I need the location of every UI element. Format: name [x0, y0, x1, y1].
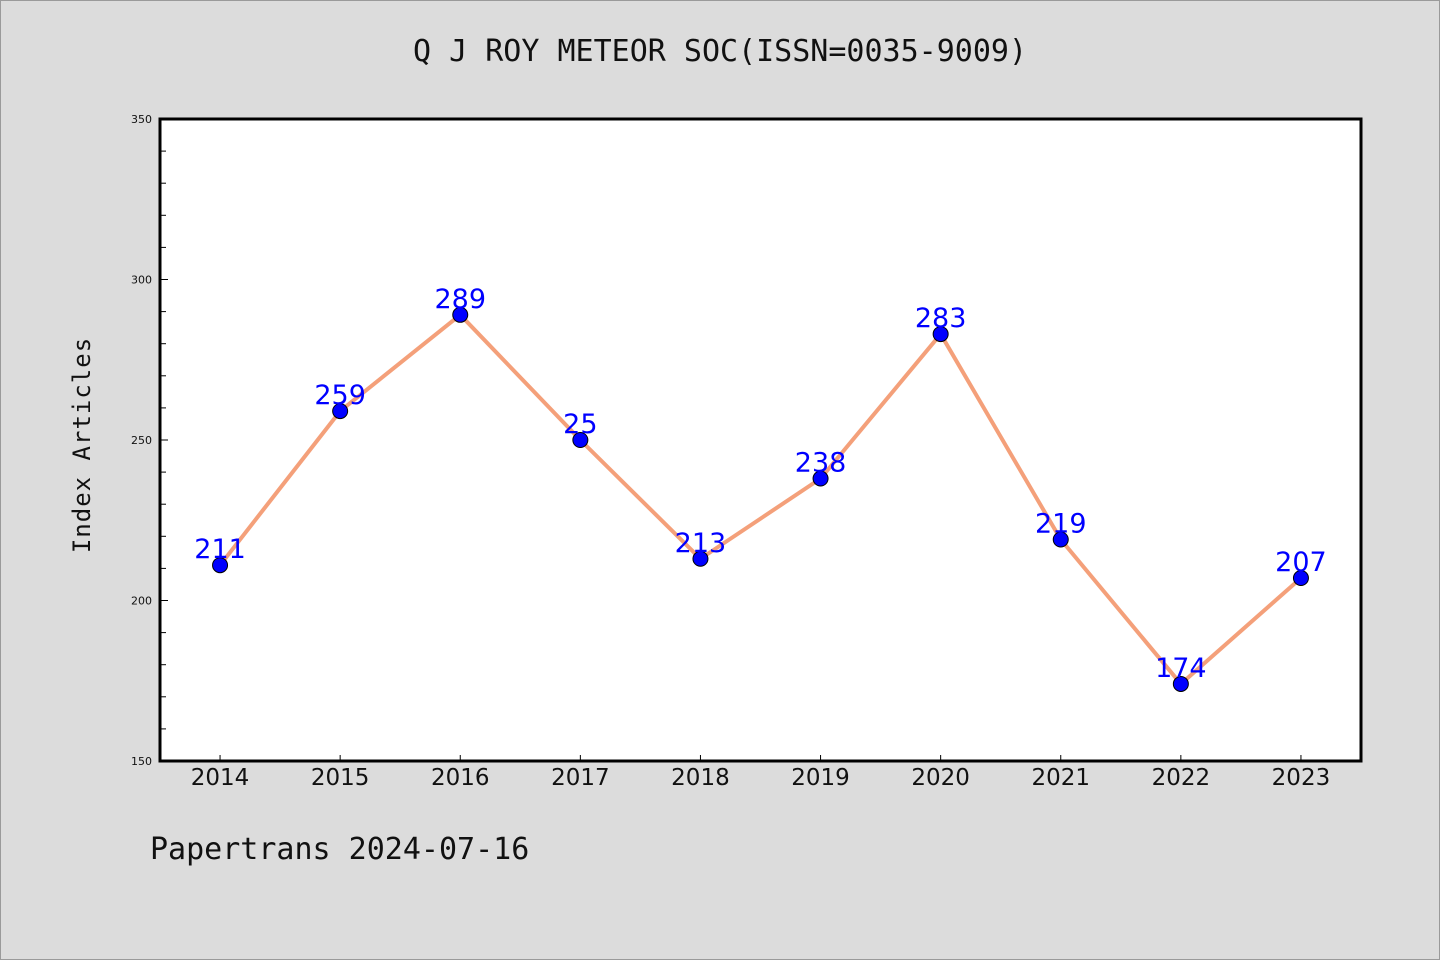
data-label: 238	[795, 448, 847, 479]
y-tick-label: 350	[131, 113, 152, 126]
data-point	[1052, 531, 1069, 548]
x-tick-label: 2018	[671, 765, 730, 791]
data-point	[1292, 570, 1309, 587]
x-tick-label: 2015	[311, 765, 370, 791]
plot-frame	[158, 117, 1363, 763]
y-tick-label: 200	[131, 595, 152, 608]
series-line	[218, 312, 1303, 686]
data-point	[332, 403, 349, 420]
data-label: 211	[194, 534, 246, 565]
data-label: 289	[434, 284, 486, 315]
data-label: 213	[675, 528, 727, 559]
footer-credit: Papertrans 2024-07-16	[150, 832, 530, 867]
x-tick-label: 2019	[791, 765, 850, 791]
x-tick-label: 2014	[191, 765, 250, 791]
data-point	[212, 557, 229, 574]
data-point	[1172, 675, 1189, 692]
data-point	[932, 326, 949, 343]
y-tick-label: 300	[131, 274, 152, 287]
y-tick-label: 250	[131, 434, 152, 447]
x-tick-label: 2020	[911, 765, 970, 791]
data-point	[812, 470, 829, 487]
x-tick-label: 2023	[1272, 765, 1331, 791]
data-label: 174	[1155, 653, 1207, 684]
x-tick-label: 2021	[1031, 765, 1090, 791]
y-tick-label: 150	[131, 755, 152, 768]
data-point	[572, 432, 589, 448]
data-point	[452, 306, 469, 323]
data-label: 283	[915, 303, 967, 334]
data-label: 25	[563, 409, 597, 440]
x-tick-label: 2017	[551, 765, 610, 791]
data-point	[692, 550, 709, 567]
data-label: 207	[1275, 547, 1327, 578]
data-label: 219	[1035, 509, 1087, 540]
x-tick-label: 2016	[431, 765, 490, 791]
data-label: 259	[314, 380, 366, 411]
x-tick-label: 2022	[1152, 765, 1211, 791]
chart-title: Q J ROY METEOR SOC(ISSN=0035-9009)	[412, 34, 1028, 69]
